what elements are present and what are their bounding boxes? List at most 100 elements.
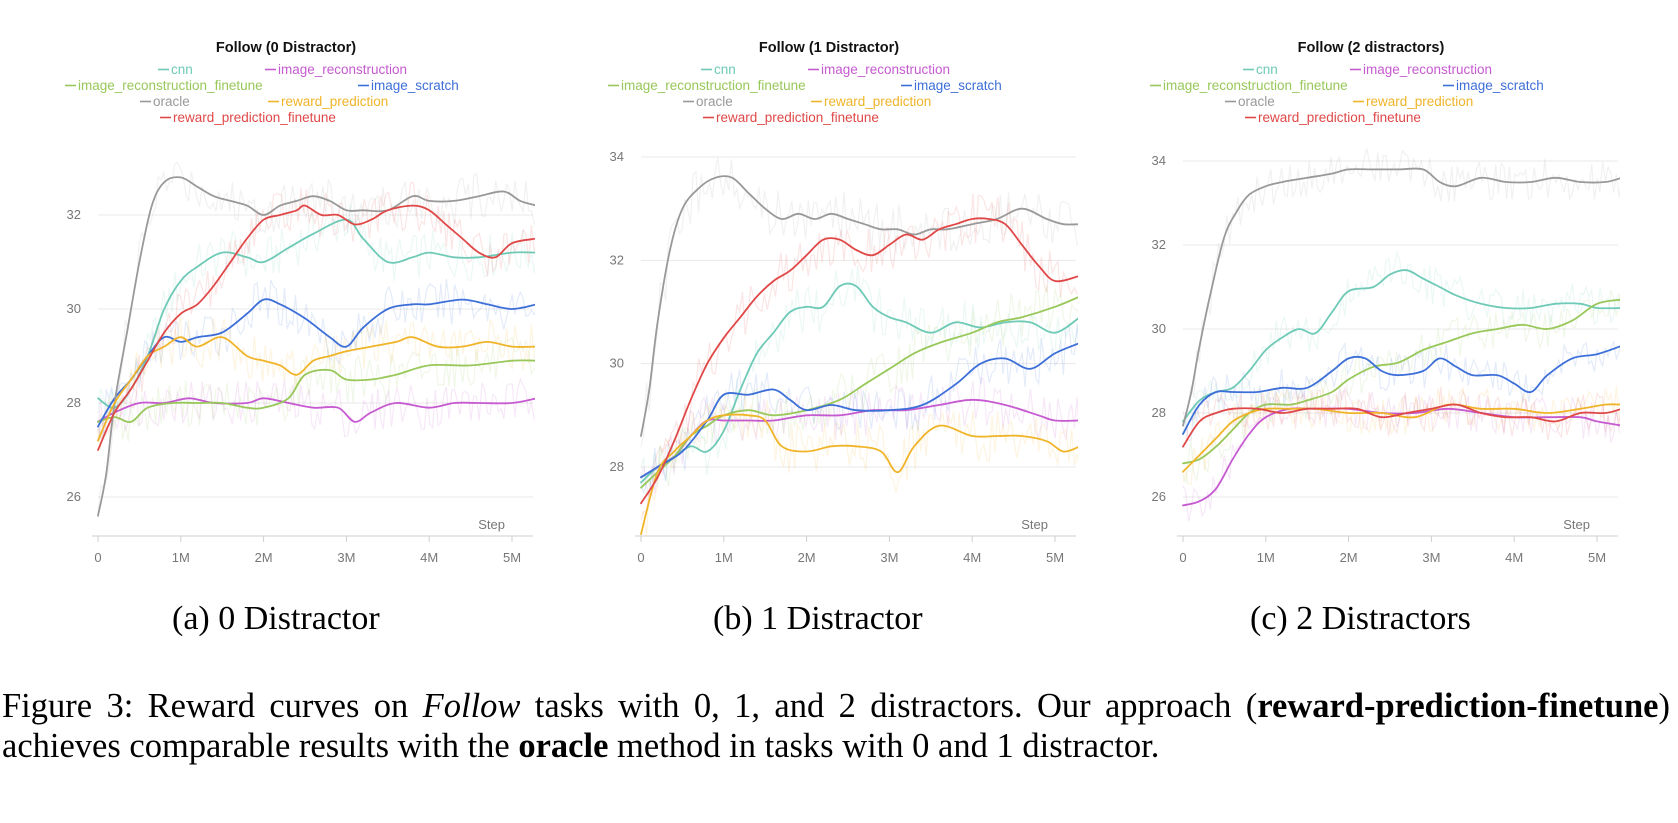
raw-series-oracle xyxy=(1182,148,1620,422)
x-tick-3m: 3M xyxy=(880,550,898,565)
x-tick-5m: 5M xyxy=(1588,550,1606,565)
raw-series-reward-prediction-finetune xyxy=(640,193,1078,520)
x-tick-2m: 2M xyxy=(1340,550,1358,565)
subcaption-a: (a) 0 Distractor xyxy=(172,600,380,637)
legend-label-cnn: cnn xyxy=(714,62,736,77)
chart-title: Follow (2 distractors) xyxy=(1298,40,1445,56)
y-tick-32: 32 xyxy=(1152,237,1166,252)
series-line-reward-prediction-finetune xyxy=(1182,403,1620,448)
caption-text-2: tasks with 0, 1, and 2 distractors. Our … xyxy=(520,687,1258,725)
raw-series-image-reconstruction-finetune xyxy=(1182,289,1620,484)
raw-curves xyxy=(640,157,1078,536)
legend-label-cnn: cnn xyxy=(1256,62,1278,77)
caption-method: reward-prediction-finetune xyxy=(1257,687,1659,725)
y-tick-28: 28 xyxy=(67,395,81,410)
series-line-reward-prediction xyxy=(640,413,1078,536)
series-line-cnn xyxy=(97,218,535,409)
raw-series-cnn xyxy=(97,203,535,418)
raw-series-image-reconstruction xyxy=(97,377,535,438)
series-line-image-reconstruction xyxy=(1182,407,1620,507)
chart-title: Follow (0 Distractor) xyxy=(216,40,356,56)
raw-series-oracle xyxy=(97,161,535,513)
series-line-reward-prediction xyxy=(97,336,535,442)
x-tick-1m: 1M xyxy=(172,550,190,565)
legend-label-oracle: oracle xyxy=(153,94,190,109)
chart-legend: cnn image_reconstruction image_reconstruct… xyxy=(608,62,1002,125)
series-lines xyxy=(640,175,1078,536)
y-tick-30: 30 xyxy=(1152,321,1166,336)
series-line-reward-prediction xyxy=(1182,403,1620,473)
series-line-oracle xyxy=(1182,167,1620,427)
subcaption-c: (c) 2 Distractors xyxy=(1250,600,1471,637)
legend-label-image-reconstruction-finetune: image_reconstruction_finetune xyxy=(78,78,263,93)
chart-panel-1: Follow (0 Distractor) cnn image_reconstruc… xyxy=(65,40,535,565)
y-tick-32: 32 xyxy=(67,207,81,222)
raw-series-reward-prediction xyxy=(1182,385,1620,486)
y-tick-28: 28 xyxy=(1152,405,1166,420)
x-tick-1m: 1M xyxy=(1257,550,1275,565)
series-lines xyxy=(1182,167,1620,507)
legend-label-image-scratch: image_scratch xyxy=(371,78,459,93)
y-tick-26: 26 xyxy=(1152,489,1166,504)
caption-text-4: method in tasks with 0 and 1 distractor. xyxy=(608,727,1160,765)
x-tick-0: 0 xyxy=(1179,550,1186,565)
legend-label-reward-prediction: reward_prediction xyxy=(281,94,388,109)
chart-legend: cnn image_reconstruction image_reconstruct… xyxy=(1150,62,1544,125)
y-tick-30: 30 xyxy=(610,356,624,371)
x-axis-label: Step xyxy=(1563,517,1590,532)
x-tick-4m: 4M xyxy=(1505,550,1523,565)
series-line-image-reconstruction-finetune xyxy=(97,359,535,423)
y-tick-30: 30 xyxy=(67,301,81,316)
legend-label-image-scratch: image_scratch xyxy=(914,78,1002,93)
figure-caption: Figure 3: Reward curves on Follow tasks … xyxy=(2,686,1670,766)
legend-label-reward-prediction-finetune: reward_prediction_finetune xyxy=(1258,110,1421,125)
x-axis-label: Step xyxy=(1021,517,1048,532)
x-tick-2m: 2M xyxy=(798,550,816,565)
legend-label-oracle: oracle xyxy=(1238,94,1275,109)
series-lines xyxy=(97,176,535,517)
raw-curves xyxy=(1182,148,1620,522)
y-tick-26: 26 xyxy=(67,489,81,504)
caption-baseline: oracle xyxy=(518,727,609,765)
chart-title: Follow (1 Distractor) xyxy=(759,40,899,56)
y-tick-34: 34 xyxy=(610,149,624,164)
x-axis-label: Step xyxy=(478,517,505,532)
series-line-oracle xyxy=(640,175,1078,437)
raw-series-reward-prediction xyxy=(97,315,535,450)
x-tick-0: 0 xyxy=(637,550,644,565)
figure-charts: Follow (0 Distractor)cnn image_reconstruc… xyxy=(65,40,1620,565)
x-tick-4m: 4M xyxy=(963,550,981,565)
chart-legend: cnn image_reconstruction image_reconstruct… xyxy=(65,62,459,125)
legend-label-image-reconstruction: image_reconstruction xyxy=(278,62,407,77)
caption-task: Follow xyxy=(422,687,521,725)
subcaption-b: (b) 1 Distractor xyxy=(713,600,923,637)
legend-label-reward-prediction-finetune: reward_prediction_finetune xyxy=(716,110,879,125)
legend-label-image-reconstruction: image_reconstruction xyxy=(821,62,950,77)
caption-text-1: Figure 3: Reward curves on xyxy=(2,687,423,725)
raw-series-cnn xyxy=(640,265,1078,497)
x-tick-5m: 5M xyxy=(1046,550,1064,565)
series-line-image-reconstruction-finetune xyxy=(1182,298,1620,465)
series-line-image-reconstruction xyxy=(97,397,535,423)
raw-series-cnn xyxy=(1182,250,1620,434)
x-tick-3m: 3M xyxy=(337,550,355,565)
x-tick-3m: 3M xyxy=(1422,550,1440,565)
legend-label-image-scratch: image_scratch xyxy=(1456,78,1544,93)
caption-text-3: ) achieves comparable results with the xyxy=(2,687,1670,765)
series-line-cnn xyxy=(1182,269,1620,423)
x-tick-4m: 4M xyxy=(420,550,438,565)
raw-series-image-scratch xyxy=(1182,339,1620,442)
legend-label-reward-prediction: reward_prediction xyxy=(824,94,931,109)
x-tick-2m: 2M xyxy=(255,550,273,565)
raw-series-oracle xyxy=(640,157,1078,448)
legend-label-reward-prediction: reward_prediction xyxy=(1366,94,1473,109)
legend-label-oracle: oracle xyxy=(696,94,733,109)
y-tick-34: 34 xyxy=(1152,153,1166,168)
legend-label-image-reconstruction-finetune: image_reconstruction_finetune xyxy=(1163,78,1348,93)
y-tick-28: 28 xyxy=(610,459,624,474)
x-tick-1m: 1M xyxy=(715,550,733,565)
series-line-reward-prediction-finetune xyxy=(97,204,535,451)
chart-panel-3: Follow (2 distractors) cnn image_reconstru… xyxy=(1150,40,1620,565)
series-line-reward-prediction-finetune xyxy=(640,217,1078,505)
x-tick-0: 0 xyxy=(94,550,101,565)
